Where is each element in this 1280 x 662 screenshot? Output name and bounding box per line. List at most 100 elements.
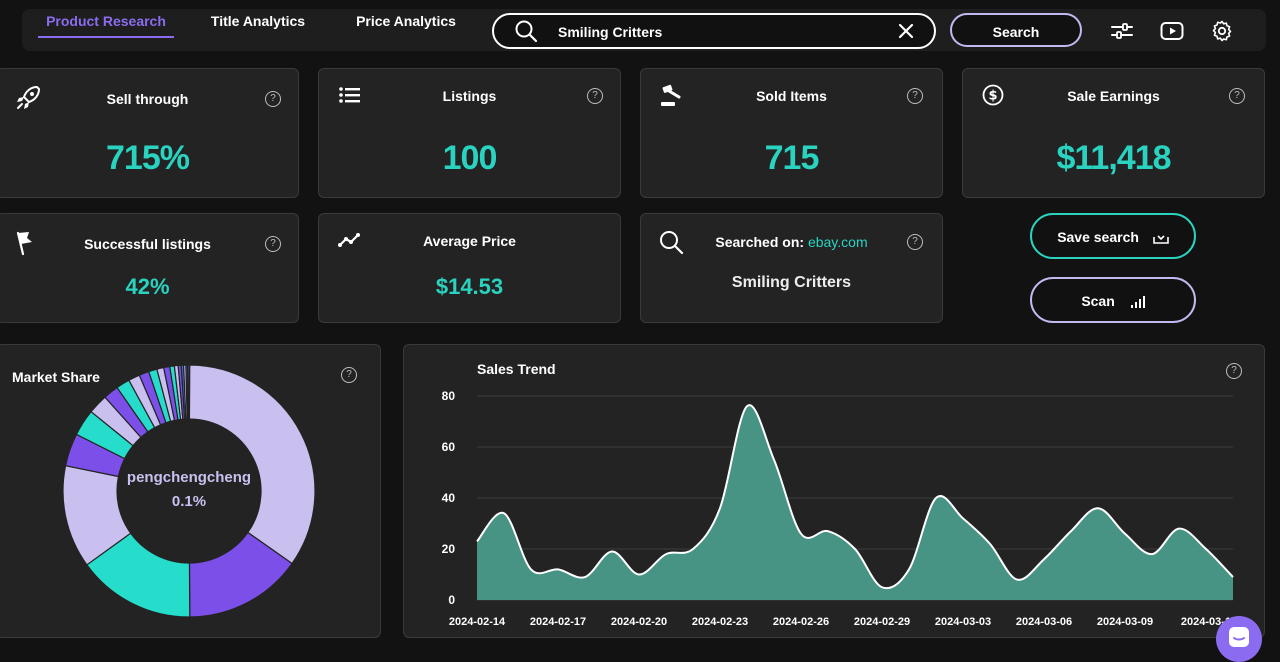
sales-point-2024-02-24[interactable] [743, 402, 751, 410]
sales-point-2024-02-27[interactable] [824, 527, 832, 535]
sales-point-2024-02-26[interactable] [797, 530, 805, 538]
sales-point-2024-03-03[interactable] [959, 514, 967, 522]
x-tick-label: 2024-02-20 [611, 616, 667, 628]
card-title: Listings [442, 88, 497, 104]
dollar-circle-icon: $ [982, 84, 1004, 106]
x-tick-label: 2024-02-29 [854, 616, 910, 628]
help-icon[interactable]: ? [265, 91, 281, 107]
sales-point-2024-02-23[interactable] [716, 504, 724, 512]
donut-center-label: pengchengcheng [126, 469, 252, 486]
clear-search-icon[interactable] [898, 23, 914, 39]
sales-point-2024-03-04[interactable] [986, 540, 994, 548]
help-icon[interactable]: ? [341, 367, 357, 383]
search-box [492, 13, 936, 49]
card-average-price: Average Price $14.53 [318, 213, 621, 323]
sales-point-2024-02-19[interactable] [608, 548, 616, 556]
sales-point-2024-03-08[interactable] [1094, 504, 1102, 512]
y-tick-label: 60 [442, 440, 456, 454]
search-input[interactable] [556, 21, 880, 43]
card-title: Sell through [106, 91, 189, 107]
donut-slice-21[interactable] [186, 365, 190, 420]
x-tick-label: 2024-03-09 [1097, 616, 1153, 628]
x-tick-label: 2024-03-1 [1181, 616, 1231, 628]
tab-label: Price Analytics [356, 13, 456, 29]
searched-query: Smiling Critters [731, 274, 852, 291]
x-tick-label: 2024-03-03 [935, 616, 991, 628]
card-title: Successful listings [84, 236, 211, 252]
market-share-panel: Market Share ? pengchengcheng 0.1% [0, 344, 381, 638]
average-price-value: $14.53 [435, 274, 504, 299]
sales-point-2024-03-10[interactable] [1148, 550, 1156, 558]
help-icon[interactable]: ? [907, 88, 923, 104]
sell-through-value: 715% [106, 139, 190, 177]
card-sold-items: Sold Items ? 715 [640, 68, 943, 198]
video-play-icon[interactable] [1160, 19, 1184, 43]
sales-point-2024-02-18[interactable] [581, 573, 589, 581]
scan-button[interactable]: Scan [1030, 277, 1196, 323]
sales-point-2024-02-17[interactable] [554, 565, 562, 573]
sales-point-2024-03-01[interactable] [905, 565, 913, 573]
tab-title-analytics[interactable]: Title Analytics [208, 0, 308, 42]
sales-point-2024-03-12[interactable] [1202, 545, 1210, 553]
sales-point-2024-02-21[interactable] [662, 550, 670, 558]
donut-slice-1[interactable] [188, 365, 315, 565]
sales-point-2024-03-07[interactable] [1067, 527, 1075, 535]
card-sale-earnings: $ Sale Earnings ? $11,418 [962, 68, 1265, 198]
card-title: Sold Items [756, 88, 827, 104]
chat-support-button[interactable] [1216, 616, 1262, 662]
listings-value: 100 [442, 139, 498, 177]
searched-on-title: Searched on: ebay.com [641, 234, 942, 250]
searched-on-label: Searched on: [715, 234, 805, 250]
help-icon[interactable]: ? [907, 234, 923, 250]
sales-point-2024-02-28[interactable] [851, 545, 859, 553]
card-searched-on: Searched on: ebay.com ? Smiling Critters [640, 213, 943, 323]
sales-point-2024-02-15[interactable] [500, 509, 508, 517]
x-tick-label: 2024-02-26 [773, 616, 829, 628]
y-tick-label: 80 [442, 389, 456, 403]
help-icon[interactable]: ? [1226, 363, 1242, 379]
tab-product-research[interactable]: Product Research [38, 0, 174, 42]
sales-point-2024-03-02[interactable] [932, 494, 940, 502]
sales-point-2024-02-22[interactable] [689, 545, 697, 553]
card-title: Average Price [423, 233, 516, 249]
save-search-button[interactable]: Save search [1030, 213, 1196, 259]
help-icon[interactable]: ? [587, 88, 603, 104]
gavel-icon [661, 84, 681, 106]
sales-point-2024-03-05[interactable] [1013, 576, 1021, 584]
card-title: Sale Earnings [1067, 88, 1160, 104]
help-icon[interactable]: ? [1229, 88, 1245, 104]
sales-point-2024-02-14[interactable] [473, 537, 481, 545]
gear-icon[interactable] [1210, 19, 1234, 43]
flag-icon [16, 231, 32, 256]
market-share-title: Market Share [12, 369, 100, 385]
card-successful-listings: Successful listings ? 42% [0, 213, 299, 323]
sales-point-2024-02-16[interactable] [527, 565, 535, 573]
sales-point-2024-03-09[interactable] [1121, 530, 1129, 538]
y-tick-label: 40 [442, 491, 456, 505]
sales-point-2024-02-20[interactable] [635, 571, 643, 579]
filter-sliders-icon[interactable] [1110, 19, 1134, 43]
download-tray-icon [1153, 235, 1169, 245]
x-tick-label: 2024-02-14 [449, 616, 506, 628]
tab-price-analytics[interactable]: Price Analytics [354, 0, 458, 42]
search-button[interactable]: Search [950, 13, 1082, 47]
searched-site-link[interactable]: ebay.com [807, 234, 868, 250]
successful-listings-value: 42% [125, 274, 170, 299]
sales-area [477, 405, 1233, 600]
x-tick-label: 2024-02-23 [692, 616, 748, 628]
search-icon [660, 231, 684, 255]
sales-point-2024-02-29[interactable] [878, 583, 886, 591]
tab-label: Product Research [46, 13, 166, 29]
sales-trend-chart: Sales Trend 0 20 40 60 80 2024-02-14 2024-02-1… [442, 361, 1237, 628]
x-tick-label: 2024-02-17 [530, 616, 586, 628]
sales-point-2024-02-25[interactable] [770, 456, 778, 464]
active-tab-underline [38, 36, 174, 38]
trend-line-icon [338, 233, 360, 247]
tab-label: Title Analytics [210, 13, 306, 29]
help-icon[interactable]: ? [265, 236, 281, 252]
svg-text:$: $ [988, 89, 997, 104]
sales-point-2024-03-06[interactable] [1040, 555, 1048, 563]
sales-point-2024-03-11[interactable] [1175, 525, 1183, 533]
sales-trend-title: Sales Trend [477, 361, 556, 377]
sales-point-2024-03-13[interactable] [1229, 573, 1237, 581]
